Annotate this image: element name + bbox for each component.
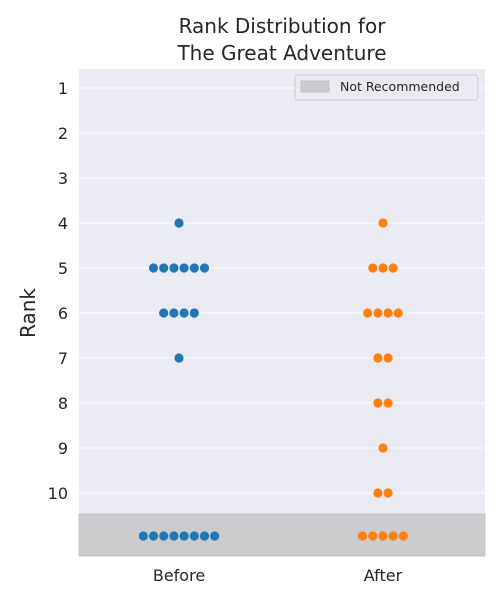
- x-tick-before: Before: [153, 566, 205, 585]
- point-before-rank-not-recommended: [189, 531, 199, 541]
- point-after-rank-not-recommended: [388, 531, 398, 541]
- point-before-rank-6: [179, 308, 189, 318]
- point-before-rank-4: [174, 218, 184, 228]
- y-tick-labels: 1 2 3 4 5 6 7 8 9 10: [48, 79, 68, 503]
- legend-label-not-recommended: Not Recommended: [340, 79, 460, 94]
- chart-title-line-1: Rank Distribution for: [179, 14, 387, 38]
- point-before-rank-5: [159, 263, 169, 273]
- point-before-rank-not-recommended: [199, 531, 210, 541]
- point-before-rank-not-recommended: [169, 531, 179, 541]
- point-after-rank-9: [378, 443, 388, 453]
- point-after-rank-7: [383, 353, 393, 363]
- legend-swatch-not-recommended: [300, 80, 330, 93]
- point-before-rank-7: [174, 353, 184, 363]
- point-before-rank-5: [189, 263, 199, 273]
- point-after-rank-not-recommended: [378, 531, 388, 541]
- y-tick-2: 2: [58, 124, 68, 143]
- point-after-rank-6: [383, 308, 393, 318]
- point-before-rank-5: [148, 263, 159, 273]
- y-tick-10: 10: [48, 484, 68, 503]
- point-before-rank-not-recommended: [159, 531, 169, 541]
- point-after-rank-7: [373, 353, 383, 363]
- point-after-rank-8: [373, 398, 383, 408]
- point-before-rank-6: [159, 308, 169, 318]
- y-tick-4: 4: [58, 214, 68, 233]
- y-tick-1: 1: [58, 79, 68, 98]
- point-after-rank-6: [373, 308, 383, 318]
- point-before-rank-6: [189, 308, 199, 318]
- point-after-rank-10: [373, 488, 383, 498]
- point-before-rank-6: [169, 308, 179, 318]
- point-before-rank-not-recommended: [210, 531, 220, 541]
- x-tick-labels: Before After: [153, 566, 403, 585]
- y-tick-7: 7: [58, 349, 68, 368]
- point-after-rank-6: [363, 308, 373, 318]
- y-tick-5: 5: [58, 259, 68, 278]
- y-axis-label: Rank: [16, 288, 40, 338]
- point-before-rank-not-recommended: [148, 531, 159, 541]
- y-tick-9: 9: [58, 439, 68, 458]
- point-after-rank-not-recommended: [368, 531, 378, 541]
- point-after-rank-6: [393, 308, 403, 318]
- point-before-rank-5: [179, 263, 189, 273]
- chart-title-line-2: The Great Adventure: [176, 41, 386, 65]
- point-after-rank-not-recommended: [358, 531, 368, 541]
- point-after-rank-4: [378, 218, 388, 228]
- point-after-rank-5: [368, 263, 378, 273]
- point-after-rank-5: [388, 263, 398, 273]
- legend: Not Recommended: [294, 74, 479, 101]
- y-tick-6: 6: [58, 304, 68, 323]
- gridlines: [79, 87, 485, 494]
- point-after-rank-8: [383, 398, 393, 408]
- point-before-rank-not-recommended: [138, 531, 148, 541]
- y-tick-3: 3: [58, 169, 68, 188]
- point-after-rank-10: [383, 488, 393, 498]
- y-tick-8: 8: [58, 394, 68, 413]
- point-after-rank-5: [378, 263, 388, 273]
- point-before-rank-5: [169, 263, 179, 273]
- x-tick-after: After: [364, 566, 403, 585]
- point-before-rank-not-recommended: [179, 531, 189, 541]
- data-points: [138, 218, 408, 541]
- point-after-rank-not-recommended: [398, 531, 408, 541]
- point-before-rank-5: [199, 263, 210, 273]
- legend-frame: [294, 74, 479, 101]
